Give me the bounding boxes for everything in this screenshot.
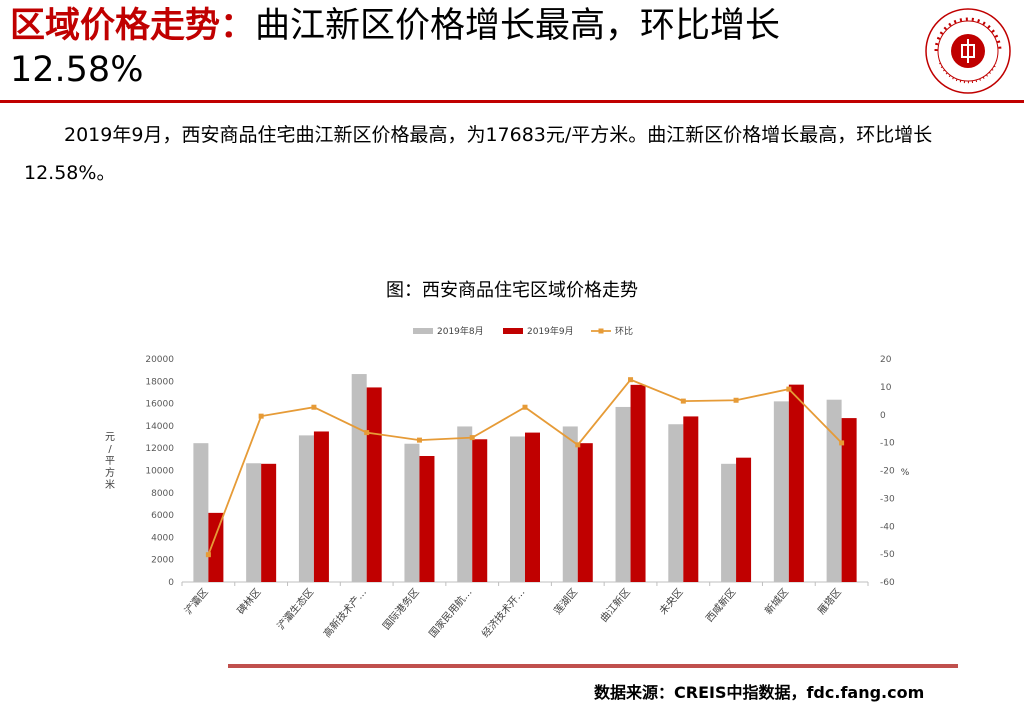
y-left-tick-label: 12000	[145, 444, 174, 454]
y-left-label: 平	[105, 456, 115, 467]
bar-aug	[826, 399, 842, 582]
legend-entry: 2019年8月	[437, 325, 484, 337]
chart-title: 图：西安商品住宅区域价格走势	[386, 280, 638, 301]
x-tick-label: 浐灞生态区	[274, 586, 316, 633]
line-point	[628, 377, 634, 383]
y-left-tick-label: 8000	[151, 489, 174, 499]
bar-sep	[683, 416, 699, 582]
data-source: 数据来源：CREIS中指数据，fdc.fang.com	[594, 683, 925, 702]
y-right-tick-label: -10	[880, 439, 895, 449]
y-left-label: 元	[105, 432, 115, 443]
bar-aug	[773, 401, 789, 582]
y-left-tick-label: 10000	[145, 467, 174, 477]
bar-aug	[457, 426, 473, 582]
line-point	[786, 386, 792, 392]
bar-sep	[630, 384, 646, 582]
line-point	[205, 552, 211, 558]
line-point	[733, 397, 739, 403]
x-tick-label: 碑林区	[234, 586, 263, 617]
bar-aug	[510, 436, 525, 582]
y-right-tick-label: -50	[880, 550, 895, 560]
y-right-tick-label: 0	[880, 411, 886, 421]
bar-aug	[193, 443, 209, 582]
line-point	[839, 440, 845, 446]
y-right-tick-label: -30	[880, 494, 895, 504]
line-point	[311, 404, 317, 410]
y-left-label: 方	[105, 466, 115, 479]
legend-swatch	[503, 328, 523, 334]
line-point	[680, 398, 686, 404]
x-tick-label: 新城区	[762, 586, 791, 617]
china-index-academy-seal-icon	[925, 8, 1011, 94]
y-left-tick-label: 14000	[145, 422, 174, 432]
x-tick-label: 莲湖区	[552, 586, 580, 617]
x-tick-label: 曲江新区	[597, 586, 633, 625]
y-left-label: /	[108, 444, 112, 455]
bar-sep	[577, 443, 593, 582]
x-tick-label: 浐灞区	[181, 586, 210, 617]
page-title: 区域价格走势：曲江新区价格增长最高，环比增长12.58%	[10, 4, 910, 92]
bar-aug	[668, 424, 684, 582]
line-point	[575, 442, 581, 448]
bar-sep	[419, 456, 435, 582]
x-tick-label: 未央区	[656, 586, 685, 617]
y-left-tick-label: 6000	[151, 511, 174, 521]
x-tick-label: 雁塔区	[815, 586, 844, 617]
y-right-tick-label: -60	[880, 578, 895, 588]
bar-sep	[472, 439, 488, 582]
title-highlight: 区域价格走势：	[10, 6, 256, 46]
x-tick-label: 经济技术开…	[479, 586, 528, 640]
title-divider	[0, 100, 1024, 103]
line-point	[364, 430, 370, 436]
y-right-label: %	[901, 468, 910, 478]
bar-sep	[313, 431, 329, 582]
bar-sep	[366, 387, 382, 582]
bar-aug	[615, 406, 631, 582]
y-left-tick-label: 0	[168, 578, 174, 588]
y-left-tick-label: 2000	[151, 556, 174, 566]
line-point	[258, 413, 264, 419]
y-right-tick-label: 10	[880, 383, 892, 393]
line-point	[469, 435, 475, 441]
x-tick-label: 高新技术产…	[320, 586, 369, 640]
bar-aug	[351, 374, 367, 582]
line-point	[522, 404, 528, 410]
bar-sep	[525, 432, 540, 582]
title-rest: 曲江新区价格增长最高，环比增长12.58%	[10, 6, 781, 90]
y-left-tick-label: 16000	[145, 400, 174, 410]
y-right-tick-label: -20	[880, 467, 895, 477]
price-trend-chart: 0 2000 4000 6000 8000 10000 12000 14000 16000 180…	[105, 325, 910, 640]
legend-swatch-marker	[598, 328, 604, 334]
bar-aug	[404, 443, 420, 582]
y-left-tick-label: 18000	[145, 377, 174, 387]
bar-sep	[261, 463, 277, 582]
bar-aug	[298, 435, 314, 582]
legend-swatch	[413, 328, 433, 334]
bar-aug	[721, 463, 737, 582]
bar-sep	[841, 418, 857, 582]
bar-sep	[736, 457, 752, 582]
x-tick-label: 西咸新区	[703, 586, 739, 625]
bar-sep	[208, 512, 224, 582]
y-right-tick-label: -40	[880, 522, 895, 532]
x-tick-label: 国际港务区	[380, 586, 422, 633]
bar-aug	[562, 426, 578, 582]
legend-entry: 2019年9月	[527, 325, 574, 337]
x-tick-label: 国家民用航…	[426, 586, 475, 640]
summary-paragraph: 2019年9月，西安商品住宅曲江新区价格最高，为17683元/平方米。曲江新区价…	[24, 124, 933, 184]
bar-sep	[788, 384, 804, 582]
footer-divider	[228, 664, 958, 668]
line-point	[416, 437, 422, 443]
bar-aug	[246, 463, 262, 582]
y-left-tick-label: 20000	[145, 355, 174, 365]
legend-entry: 环比	[615, 325, 633, 337]
y-right-tick-label: 20	[880, 355, 892, 365]
y-left-tick-label: 4000	[151, 533, 174, 543]
y-left-label: 米	[105, 478, 115, 491]
